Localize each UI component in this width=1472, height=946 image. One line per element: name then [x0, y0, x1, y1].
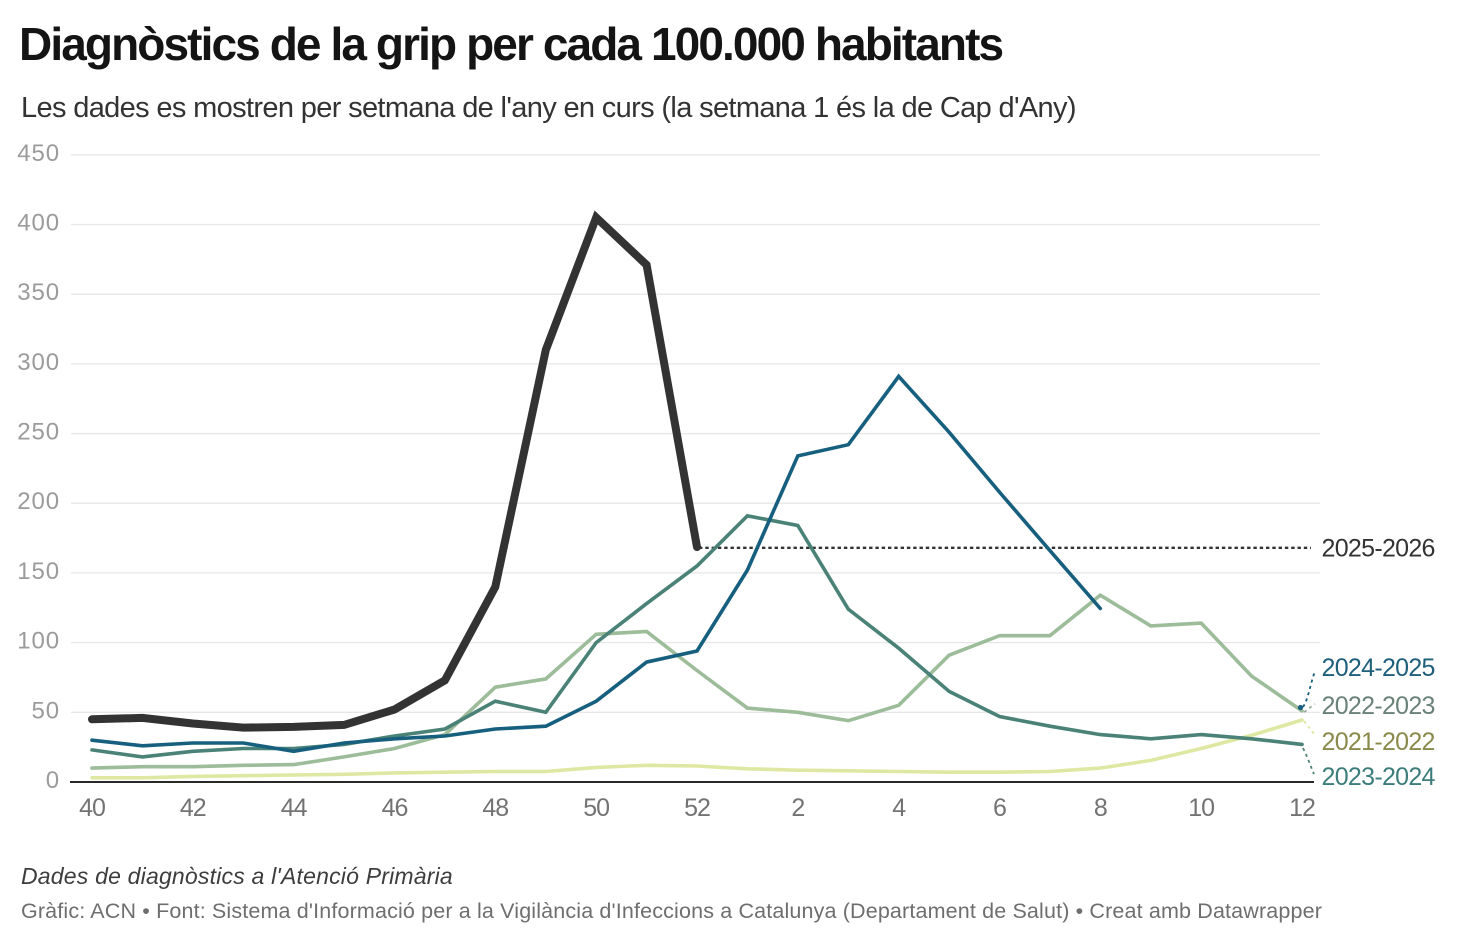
svg-text:44: 44: [281, 794, 308, 822]
svg-text:48: 48: [482, 794, 508, 822]
svg-text:300: 300: [17, 349, 60, 376]
svg-text:2025-2026: 2025-2026: [1322, 535, 1435, 563]
svg-text:450: 450: [17, 140, 60, 167]
svg-text:40: 40: [79, 794, 105, 822]
svg-text:250: 250: [17, 419, 60, 446]
svg-text:200: 200: [17, 488, 60, 515]
svg-text:10: 10: [1188, 794, 1214, 822]
svg-text:2: 2: [791, 794, 804, 822]
svg-text:50: 50: [583, 794, 609, 822]
svg-text:52: 52: [684, 794, 710, 822]
svg-text:8: 8: [1094, 794, 1107, 822]
svg-text:350: 350: [17, 279, 60, 306]
svg-text:4: 4: [892, 794, 906, 822]
svg-text:12: 12: [1289, 794, 1315, 822]
svg-text:100: 100: [17, 628, 60, 655]
svg-text:46: 46: [382, 794, 408, 822]
svg-text:400: 400: [17, 210, 60, 237]
svg-text:2024-2025: 2024-2025: [1322, 654, 1435, 682]
svg-text:0: 0: [46, 767, 60, 794]
svg-text:6: 6: [993, 794, 1006, 822]
svg-text:2021-2022: 2021-2022: [1322, 728, 1435, 756]
svg-text:42: 42: [180, 794, 206, 822]
svg-text:150: 150: [17, 558, 60, 585]
svg-text:2023-2024: 2023-2024: [1322, 763, 1436, 791]
svg-text:50: 50: [32, 697, 61, 724]
svg-text:2022-2023: 2022-2023: [1322, 692, 1435, 720]
